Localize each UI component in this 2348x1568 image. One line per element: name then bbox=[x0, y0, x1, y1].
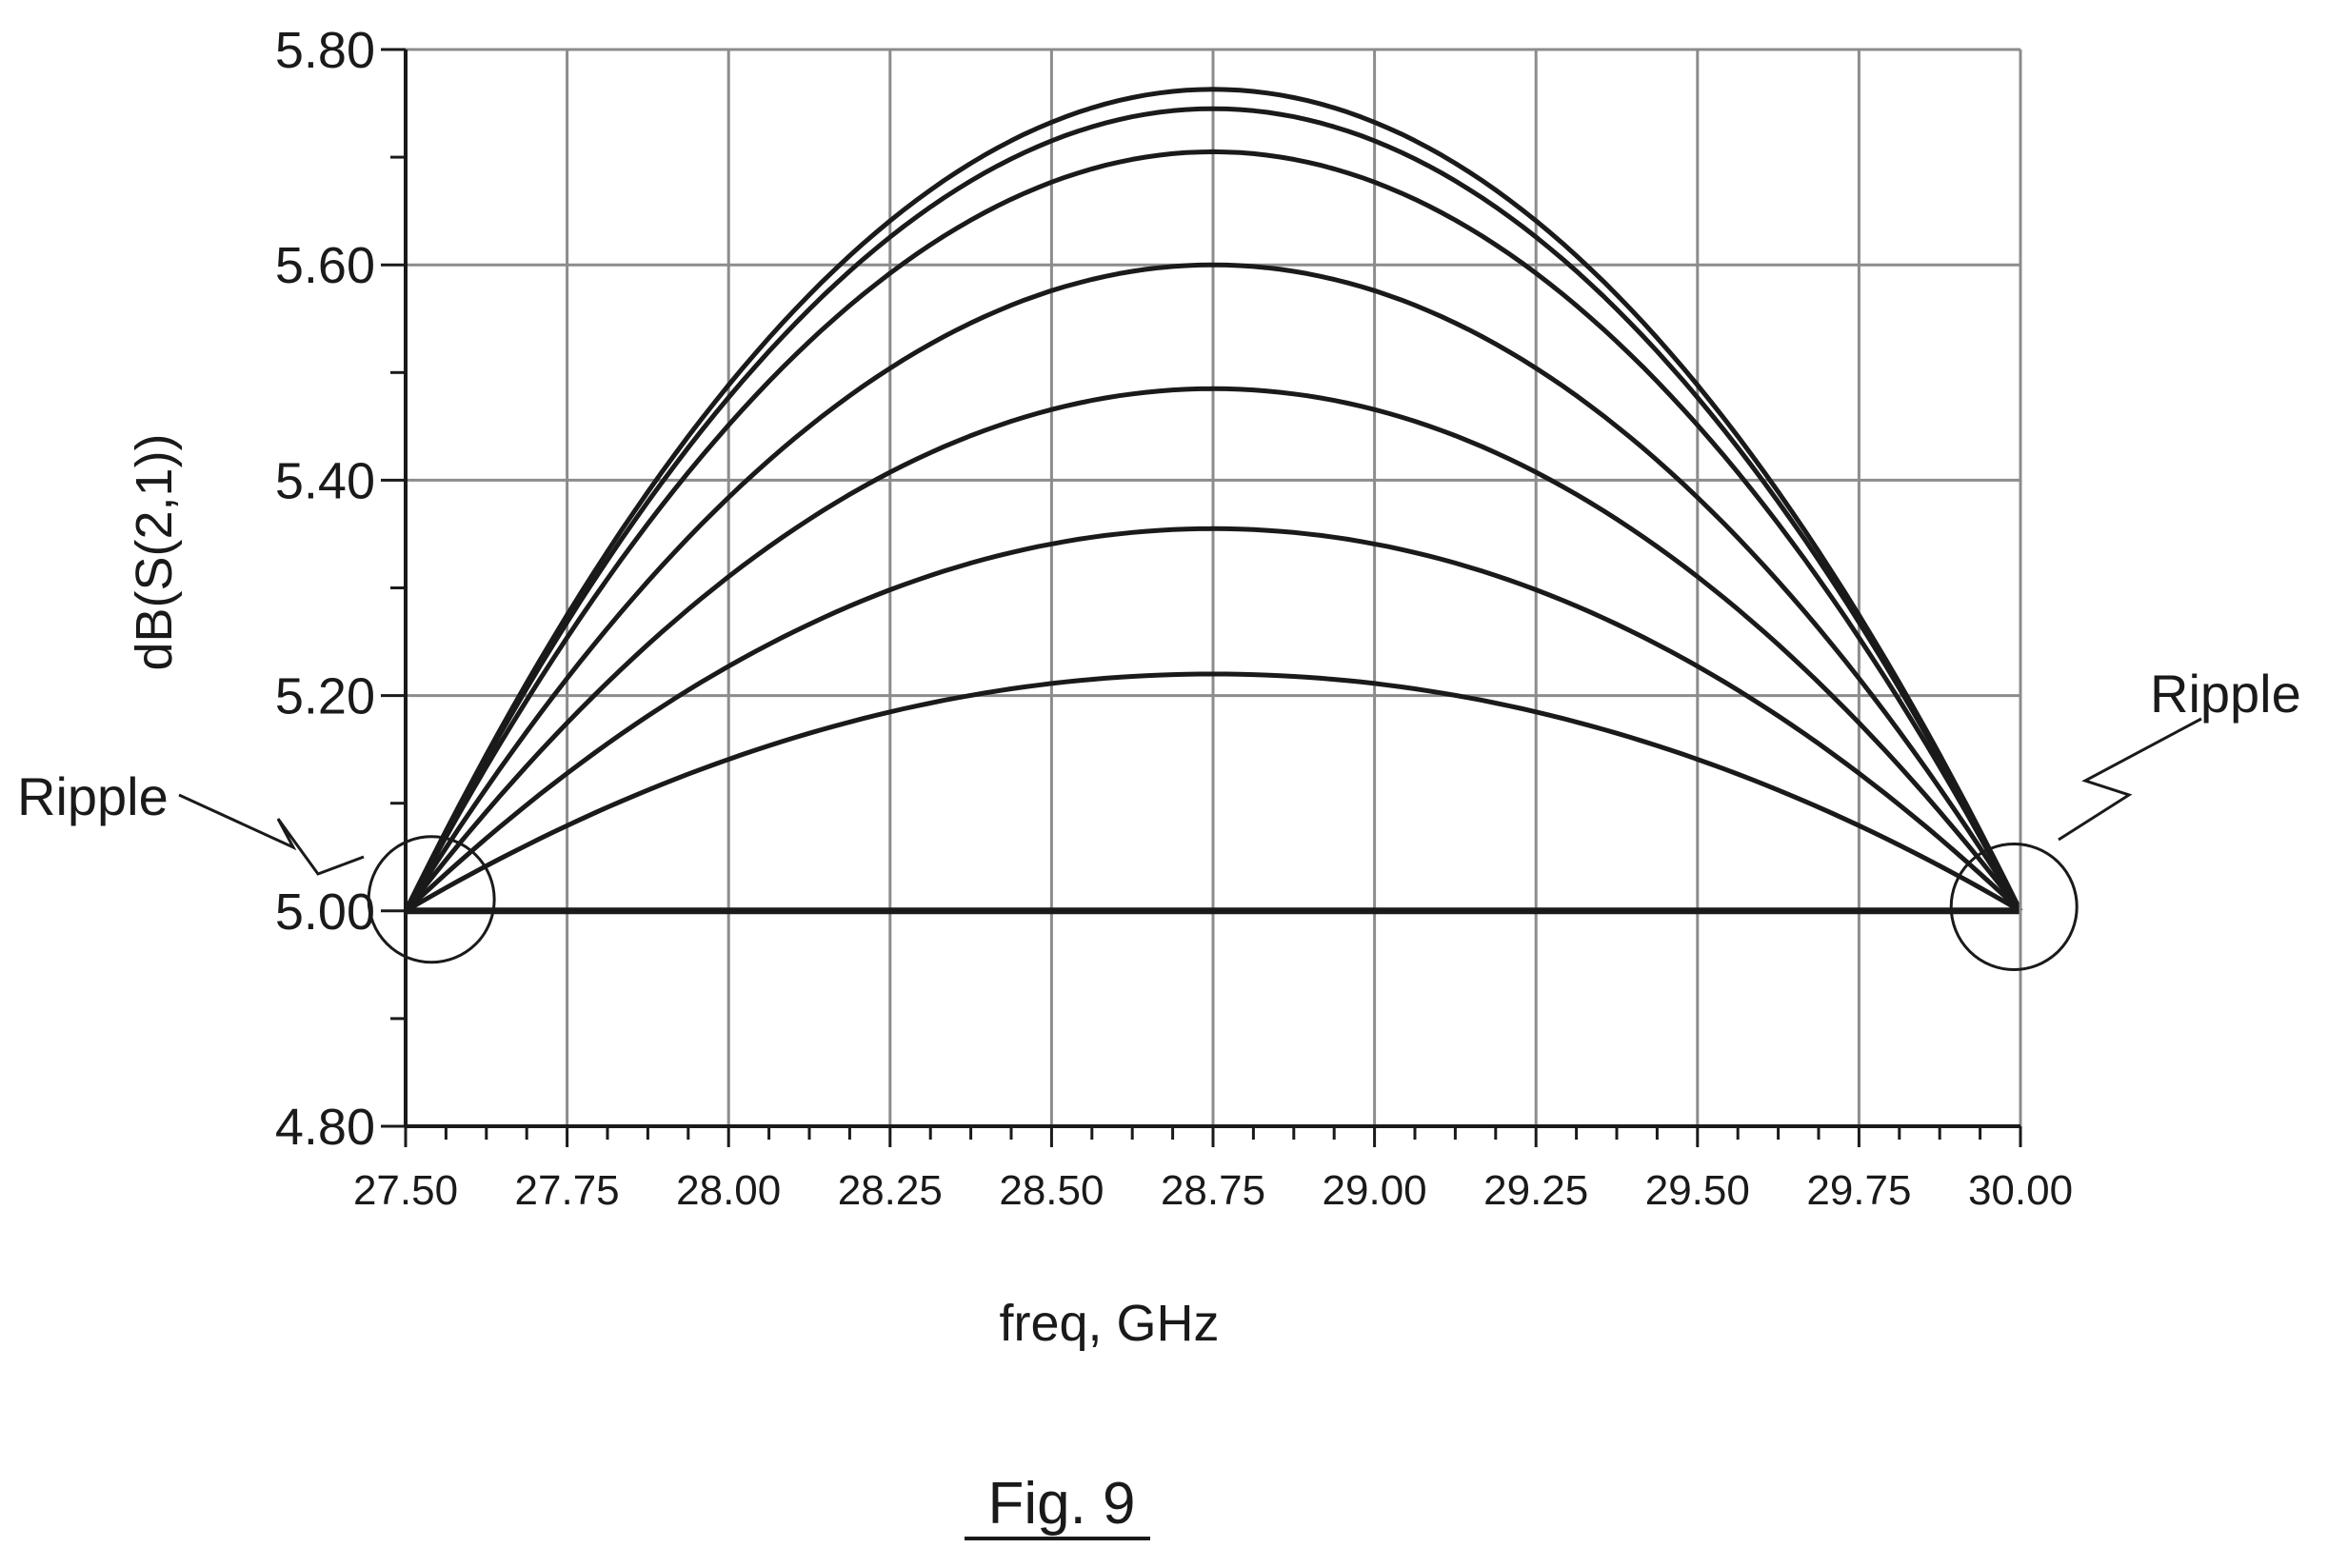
x-tick-label: 28.00 bbox=[676, 1167, 781, 1214]
x-tick-label: 28.75 bbox=[1161, 1167, 1265, 1214]
x-tick-label: 29.25 bbox=[1483, 1167, 1588, 1214]
series-line bbox=[403, 262, 2023, 913]
y-tick-label: 5.40 bbox=[275, 452, 375, 509]
series-line bbox=[403, 149, 2023, 912]
x-tick-label: 28.50 bbox=[999, 1167, 1104, 1214]
ripple-label-right: Ripple bbox=[2150, 664, 2301, 724]
x-tick-label: 27.50 bbox=[353, 1167, 458, 1214]
annotations: Ripple Ripple bbox=[17, 664, 2301, 971]
x-axis-label: freq, GHz bbox=[999, 1295, 1219, 1352]
y-axis-label: dB(S(2,1)) bbox=[126, 433, 183, 670]
series-line bbox=[404, 386, 2022, 913]
x-tick-label: 28.25 bbox=[838, 1167, 943, 1214]
ripple-circle-left bbox=[367, 835, 496, 964]
x-tick-label: 27.75 bbox=[515, 1167, 620, 1214]
ripple-circle-right bbox=[1949, 842, 2079, 971]
y-tick-label: 5.00 bbox=[275, 883, 375, 941]
ripple-callout-left bbox=[178, 793, 365, 876]
series-line bbox=[404, 671, 2022, 913]
y-tick-label: 5.80 bbox=[275, 22, 375, 79]
x-tick-label: 30.00 bbox=[1968, 1167, 2073, 1214]
series-line bbox=[403, 106, 2023, 912]
y-tick-label: 5.20 bbox=[275, 668, 375, 725]
series-line bbox=[404, 526, 2022, 913]
grid bbox=[406, 50, 2020, 1126]
x-tick-label: 29.00 bbox=[1323, 1167, 1427, 1214]
ripple-callout-right bbox=[2058, 717, 2202, 842]
x-tick-label: 29.50 bbox=[1645, 1167, 1750, 1214]
ripple-label-left: Ripple bbox=[17, 766, 169, 826]
x-axis-ticks: 27.50 27.75 28.00 28.25 28.50 28.75 29.00 29.25… bbox=[353, 1126, 2073, 1214]
x-tick-label: 29.75 bbox=[1806, 1167, 1911, 1214]
figure-caption: Fig. 9 bbox=[987, 1471, 1135, 1537]
y-tick-label: 5.60 bbox=[275, 237, 375, 294]
series-group bbox=[403, 87, 2023, 915]
y-axis-ticks: 4.80 5.00 5.20 5.40 5.60 5.80 bbox=[275, 22, 406, 1156]
series-line bbox=[403, 87, 2023, 912]
y-tick-label: 4.80 bbox=[275, 1099, 375, 1156]
